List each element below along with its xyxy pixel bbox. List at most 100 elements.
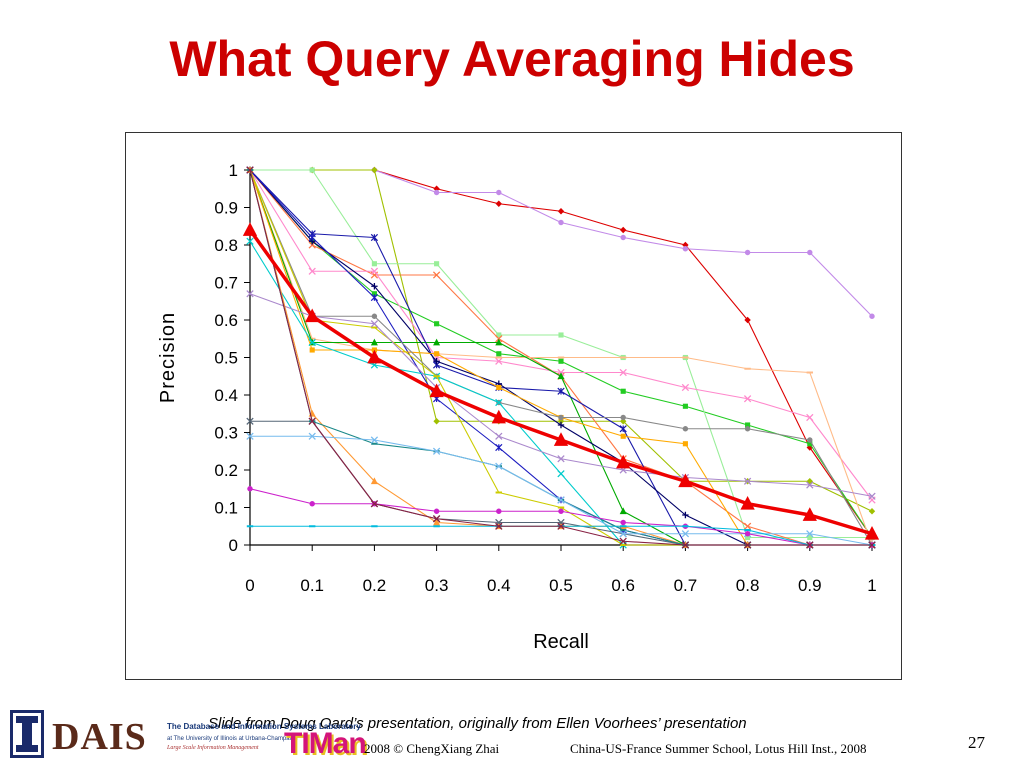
data-point	[308, 338, 316, 347]
data-point	[557, 470, 565, 478]
data-point	[743, 477, 752, 485]
chart-frame: 0 0.1 0.2 0.3 0.4 0.5 0.6 0.7 0.8 0.9 1 0 0.1 0.2 0.3 0…	[125, 132, 902, 680]
data-point	[807, 249, 813, 256]
data-point	[432, 271, 441, 279]
data-point	[619, 507, 627, 515]
average-data-point	[305, 308, 320, 323]
data-point	[370, 338, 378, 346]
data-point	[744, 249, 751, 256]
data-point	[869, 313, 875, 319]
data-point	[619, 530, 627, 538]
average-data-point	[242, 222, 258, 236]
y-tick-label: 0.6	[214, 311, 238, 330]
series-line-2	[250, 169, 873, 317]
average-data-point	[491, 409, 506, 424]
slide-credit: Slide from Doug Oard’s presentation, ori…	[208, 715, 747, 732]
data-point	[433, 525, 440, 528]
x-tick-label: 0.6	[611, 576, 635, 595]
data-point	[371, 291, 377, 297]
data-point	[495, 443, 503, 452]
data-point	[433, 338, 441, 346]
data-point	[496, 332, 502, 338]
data-point	[309, 525, 316, 528]
data-point	[681, 541, 690, 549]
x-tick-label: 0.7	[674, 576, 698, 595]
y-tick-label: 0.3	[214, 424, 238, 443]
data-point	[620, 433, 626, 439]
data-point	[496, 189, 502, 196]
x-tick-label: 0.3	[425, 576, 449, 595]
data-point	[620, 544, 627, 546]
data-point	[806, 413, 814, 422]
average-data-point	[616, 454, 631, 469]
dais-logo: DAIS	[52, 716, 147, 758]
data-point	[434, 351, 440, 357]
data-point	[682, 403, 688, 409]
data-point	[557, 372, 565, 380]
data-point	[246, 432, 254, 440]
data-point	[806, 481, 814, 489]
data-point	[619, 425, 627, 433]
data-point	[558, 219, 564, 226]
data-point	[806, 444, 813, 451]
data-point	[370, 477, 378, 485]
data-point	[620, 226, 627, 234]
data-point	[371, 525, 378, 528]
data-point	[246, 525, 254, 528]
footer-copyright: 2008 © ChengXiang Zhai	[364, 741, 500, 756]
precision-recall-chart: 0 0.1 0.2 0.3 0.4 0.5 0.6 0.7 0.8 0.9 1 0 0.1 0.2 0.3 0…	[157, 161, 880, 653]
data-point	[495, 356, 502, 359]
x-tick-label: 0.2	[363, 576, 387, 595]
data-point	[619, 537, 627, 545]
data-point	[370, 320, 379, 328]
data-point	[495, 398, 503, 407]
x-tick-label: 0.1	[300, 576, 324, 595]
average-data-point	[553, 432, 569, 446]
y-tick-label: 0.5	[214, 349, 238, 368]
x-tick-label: 0.5	[549, 576, 573, 595]
data-point	[557, 208, 565, 215]
data-point	[620, 356, 627, 359]
y-tick-label: 0.4	[214, 386, 238, 405]
data-point	[557, 496, 565, 504]
data-point	[745, 534, 751, 541]
data-point	[370, 233, 379, 242]
y-tick-label: 0.2	[214, 461, 238, 480]
data-point	[433, 375, 440, 378]
data-point	[745, 422, 751, 428]
data-point	[433, 358, 440, 365]
x-tick-label: 0.8	[736, 576, 760, 595]
data-point	[246, 166, 254, 174]
data-point	[246, 237, 254, 245]
data-point	[557, 387, 565, 395]
data-point	[434, 261, 440, 267]
data-point	[308, 417, 316, 425]
data-point	[806, 541, 814, 549]
x-axis-label: Recall	[533, 631, 589, 653]
data-point	[807, 437, 813, 443]
data-point	[807, 441, 813, 447]
data-point	[308, 432, 316, 440]
data-point	[246, 290, 254, 298]
data-point	[682, 356, 689, 359]
data-point	[496, 384, 502, 391]
average-data-point	[429, 383, 444, 398]
data-point	[309, 347, 315, 353]
data-point	[371, 442, 378, 445]
data-point	[495, 338, 503, 346]
x-tick-label: 1	[867, 576, 876, 595]
data-point	[558, 332, 564, 338]
timan-logo: TIMan	[284, 727, 367, 760]
data-point	[744, 367, 751, 370]
data-point	[495, 491, 502, 494]
data-point	[495, 432, 503, 440]
data-point	[744, 316, 751, 324]
data-point	[868, 508, 876, 515]
data-point	[371, 261, 377, 267]
data-point	[620, 414, 626, 421]
data-point	[247, 486, 253, 492]
illinois-i-logo	[10, 710, 44, 758]
data-point	[433, 508, 440, 514]
y-tick-label: 0.8	[214, 236, 238, 255]
data-point	[682, 525, 689, 528]
